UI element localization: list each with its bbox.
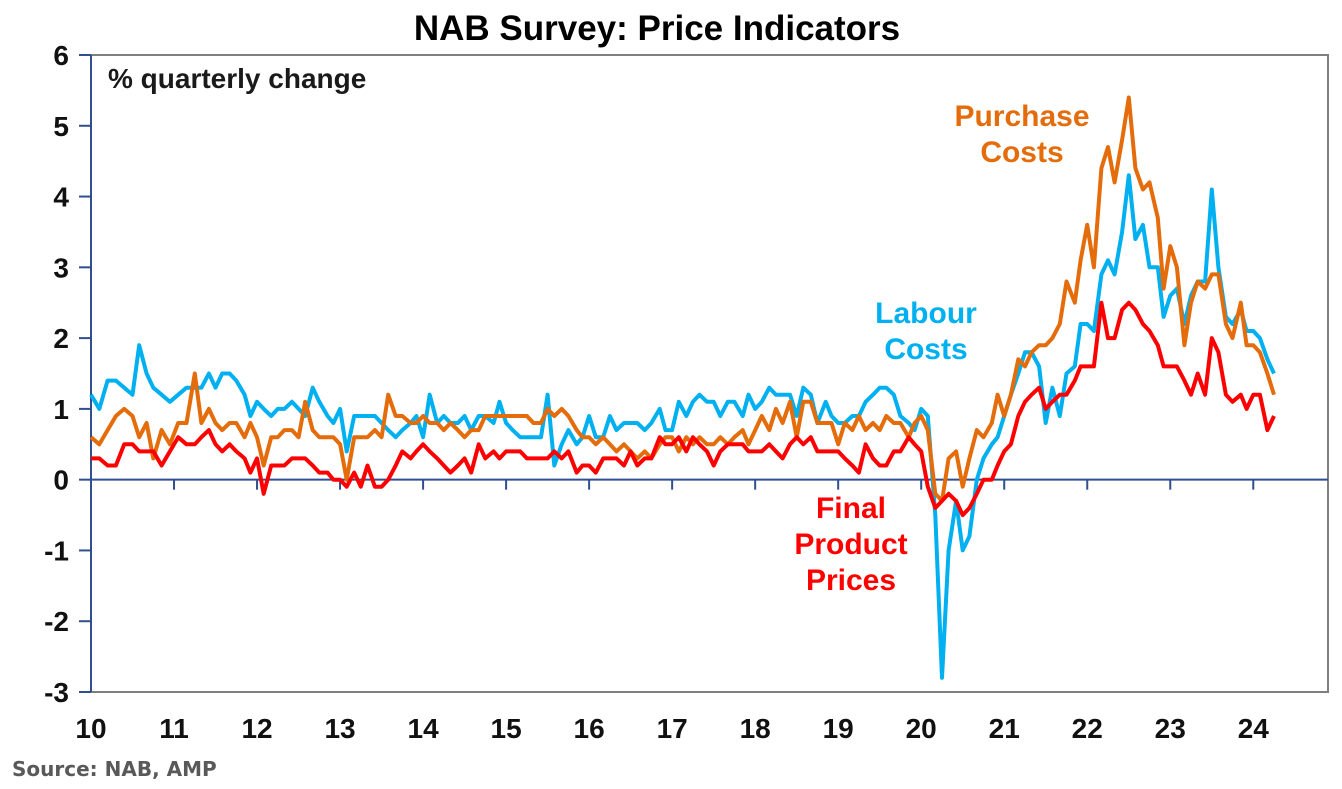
y-tick-label: -2 — [44, 606, 69, 637]
y-tick-label: 0 — [53, 465, 69, 496]
x-tick-label: 17 — [657, 713, 688, 744]
x-tick-label: 21 — [989, 713, 1020, 744]
annotation-purchase-costs: Purchase Costs — [954, 100, 1089, 169]
y-tick-label: 3 — [53, 252, 69, 283]
x-tick-label: 15 — [491, 713, 522, 744]
x-tick-label: 10 — [75, 713, 106, 744]
annotation-labour-costs: Labour Costs — [875, 297, 977, 366]
series-layer — [89, 95, 1276, 680]
series-line-labour-costs — [89, 173, 1276, 680]
annotation-line: Final — [816, 492, 886, 525]
annotation-line: Product — [794, 528, 907, 561]
x-axis: 10 11 12 13 14 15 16 17 18 19 20 21 22 23 24 — [75, 478, 1328, 744]
x-tick-label: 16 — [574, 713, 605, 744]
annotation-line: Labour — [875, 297, 977, 330]
y-tick-label: -1 — [44, 535, 69, 566]
x-tick-label: 18 — [740, 713, 771, 744]
x-tick-label: 24 — [1238, 713, 1270, 744]
plot-area — [90, 54, 1329, 693]
x-tick-label: 12 — [241, 713, 272, 744]
annotation-line: Costs — [980, 136, 1063, 169]
x-tick-label: 13 — [324, 713, 355, 744]
y-tick-label: -3 — [44, 677, 69, 708]
source-note: Source: NAB, AMP — [12, 757, 217, 781]
y-tick-label: 1 — [53, 394, 69, 425]
x-tick-label: 23 — [1155, 713, 1186, 744]
x-tick-label: 22 — [1072, 713, 1103, 744]
chart-subtitle: % quarterly change — [108, 63, 366, 94]
x-tick-label: 19 — [823, 713, 854, 744]
annotation-final-product-prices: Final Product Prices — [794, 492, 907, 597]
x-tick-label: 20 — [906, 713, 937, 744]
annotation-line: Prices — [806, 564, 896, 597]
chart-title: NAB Survey: Price Indicators — [414, 9, 900, 48]
y-tick-label: 4 — [53, 182, 69, 213]
annotation-line: Costs — [884, 333, 967, 366]
series-line-final-product-prices — [91, 300, 1276, 518]
x-tick-label: 11 — [159, 713, 189, 744]
y-tick-label: 6 — [53, 40, 69, 71]
x-tick-label: 14 — [408, 713, 440, 744]
y-tick-label: 2 — [53, 323, 69, 354]
annotation-line: Purchase — [954, 100, 1089, 133]
y-tick-label: 5 — [53, 111, 69, 142]
y-axis: 6 5 4 3 2 1 0 -1 -2 -3 — [44, 40, 92, 708]
